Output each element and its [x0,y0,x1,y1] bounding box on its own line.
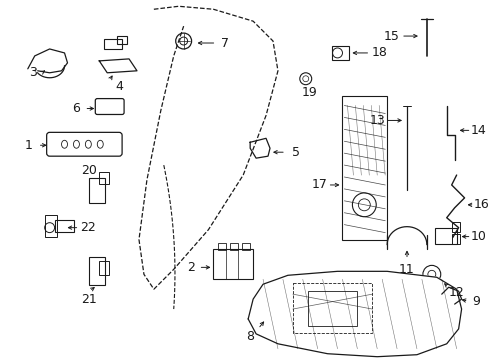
Text: 6: 6 [72,102,80,115]
Polygon shape [248,271,461,357]
Text: 4: 4 [115,80,123,93]
Bar [434,228,456,243]
Text: 12: 12 [448,286,464,299]
Bar [117,36,127,44]
Bar [89,178,105,203]
Bar [99,172,109,184]
Text: 11: 11 [398,263,414,276]
Bar [331,46,349,60]
Text: 17: 17 [311,179,327,192]
Text: 5: 5 [291,146,299,159]
Text: 19: 19 [301,86,317,99]
Text: 10: 10 [469,230,486,243]
Text: 20: 20 [81,163,97,176]
Bar [451,234,459,243]
Bar [44,215,57,237]
Bar [213,249,253,279]
Bar [99,261,109,275]
Bar [218,243,226,251]
Text: 15: 15 [383,30,398,42]
Text: 22: 22 [81,221,96,234]
Bar [307,291,357,326]
Text: 13: 13 [368,114,385,127]
Text: 1: 1 [25,139,33,152]
FancyBboxPatch shape [95,99,124,114]
Text: 7: 7 [221,36,229,50]
Text: 21: 21 [81,293,97,306]
Polygon shape [250,138,269,158]
Text: 14: 14 [469,124,486,137]
Text: 3: 3 [29,66,37,79]
Bar [342,96,386,239]
Bar [242,243,250,251]
Text: 18: 18 [370,46,386,59]
Bar [230,243,238,251]
Bar [451,222,459,231]
Text: 16: 16 [472,198,488,211]
Text: 9: 9 [471,294,479,307]
FancyBboxPatch shape [46,132,122,156]
Bar [55,220,74,231]
Bar [292,283,371,333]
Bar [104,39,122,49]
Bar [89,257,105,285]
Text: 2: 2 [186,261,194,274]
Text: 8: 8 [245,330,254,343]
